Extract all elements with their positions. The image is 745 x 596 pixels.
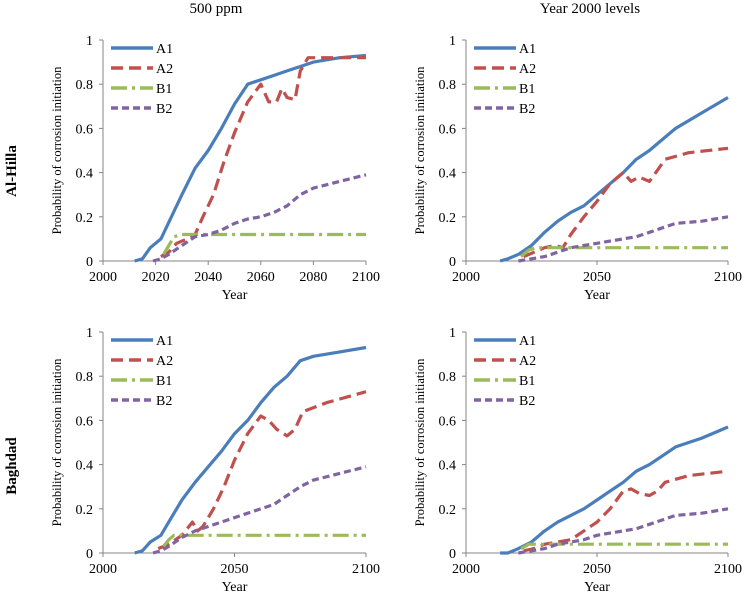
y-axis-label: Probability of corrosion initiation (413, 66, 427, 234)
y-tick-label: 0.8 (439, 370, 457, 385)
series-line-a1 (134, 53, 367, 263)
legend-label-b2: B2 (156, 102, 172, 117)
y-tick-label: 0.2 (76, 503, 94, 518)
x-tick-label: 2100 (714, 270, 742, 285)
y-tick-label: 0 (449, 547, 456, 562)
x-tick-label: 2000 (89, 562, 117, 577)
y-tick-label: 0.4 (76, 459, 94, 474)
y-tick-label: 1 (449, 326, 456, 341)
y-tick-label: 0 (449, 255, 456, 270)
y-tick-label: 0.6 (76, 414, 94, 429)
y-tick-label: 0 (86, 255, 93, 270)
y-tick-label: 0.2 (439, 211, 457, 226)
series-line-a2 (157, 390, 367, 551)
legend-label-a2: A2 (156, 62, 173, 77)
series-line-b2 (152, 173, 367, 263)
x-tick-label: 2100 (714, 562, 742, 577)
y-tick-label: 0.6 (439, 122, 457, 137)
x-axis-label: Year (584, 580, 610, 595)
legend-label-b2: B2 (519, 394, 535, 409)
x-tick-label: 2100 (352, 562, 380, 577)
y-tick-label: 0.2 (439, 503, 457, 518)
x-tick-label: 2050 (583, 562, 611, 577)
y-tick-label: 0.8 (76, 370, 94, 385)
series-line-b1 (162, 533, 366, 548)
y-tick-label: 0.4 (439, 167, 457, 182)
x-tick-label: 2100 (352, 270, 380, 285)
chart-panel-4: 0 0.2 0.4 0.6 0.8 1 2000 2050 2100 Year Probabilit… (413, 326, 742, 595)
x-tick-label: 2000 (452, 270, 480, 285)
y-tick-label: 0.6 (439, 414, 457, 429)
row-title-baghdad: Baghdad (4, 437, 20, 495)
y-tick-label: 1 (449, 34, 456, 49)
legend: A1 A2 B1 B2 (111, 42, 173, 117)
series-line-a2 (523, 469, 729, 553)
y-tick-label: 1 (86, 326, 93, 341)
legend-label-b1: B1 (519, 374, 535, 389)
chart-panel-3: 0 0.2 0.4 0.6 0.8 1 2000 2050 2100 Year Probabilit… (50, 326, 380, 595)
row-title-al-hilla: Al-Hilla (4, 145, 20, 197)
series-line-b1 (162, 232, 366, 256)
x-axis-label: Year (222, 288, 248, 303)
legend-label-a2: A2 (519, 62, 536, 77)
y-tick-label: 0.2 (76, 211, 94, 226)
legend-label-a1: A1 (519, 42, 536, 57)
y-axis-label: Probability of corrosion initiation (50, 66, 64, 234)
y-axis-label: Probability of corrosion initiation (413, 358, 427, 526)
series-line-a1 (134, 345, 367, 555)
legend-label-a2: A2 (519, 354, 536, 369)
series-line-b2 (518, 507, 729, 555)
x-tick-label: 2050 (221, 562, 249, 577)
column-title-500ppm: 500 ppm (190, 1, 243, 17)
legend-label-b1: B1 (519, 82, 535, 97)
legend: A1 A2 B1 B2 (111, 334, 173, 409)
y-tick-label: 1 (86, 34, 93, 49)
series-line-b2 (518, 215, 729, 263)
legend-label-a1: A1 (156, 42, 173, 57)
y-tick-label: 0.4 (76, 167, 94, 182)
x-axis-label: Year (222, 580, 248, 595)
x-tick-label: 2000 (89, 270, 117, 285)
legend-label-a1: A1 (519, 334, 536, 349)
x-tick-label: 2050 (583, 270, 611, 285)
legend-label-b2: B2 (519, 102, 535, 117)
x-tick-label: 2020 (142, 270, 170, 285)
y-tick-label: 0.8 (76, 78, 94, 93)
series-line-a1 (500, 425, 729, 555)
x-tick-label: 2080 (299, 270, 327, 285)
y-tick-label: 0.6 (76, 122, 94, 137)
legend: A1 A2 B1 B2 (474, 42, 536, 117)
series-line-b1 (519, 246, 728, 258)
series-line-b2 (152, 465, 367, 555)
column-title-year-2000-levels: Year 2000 levels (540, 1, 640, 17)
legend: A1 A2 B1 B2 (474, 334, 536, 409)
chart-panel-1: 0 0.2 0.4 0.6 0.8 1 2000 2020 2040 2060 2080 2100 Ye… (50, 34, 380, 303)
legend-label-a1: A1 (156, 334, 173, 349)
legend-label-b1: B1 (156, 374, 172, 389)
x-tick-label: 2060 (247, 270, 275, 285)
y-axis-label: Probability of corrosion initiation (50, 358, 64, 526)
series-line-a2 (160, 56, 366, 258)
series-line-a1 (499, 96, 729, 263)
legend-label-b1: B1 (156, 82, 172, 97)
series-line-b1 (520, 542, 728, 550)
x-tick-label: 2000 (452, 562, 480, 577)
x-axis-label: Year (584, 288, 610, 303)
legend-label-b2: B2 (156, 394, 172, 409)
y-tick-label: 0.8 (439, 78, 457, 93)
series-line-a2 (522, 146, 729, 259)
chart-panel-2: 0 0.2 0.4 0.6 0.8 1 2000 2050 2100 Year Probabilit… (413, 34, 742, 303)
x-tick-label: 2040 (194, 270, 222, 285)
legend-label-a2: A2 (156, 354, 173, 369)
y-tick-label: 0 (86, 547, 93, 562)
y-tick-label: 0.4 (439, 459, 457, 474)
